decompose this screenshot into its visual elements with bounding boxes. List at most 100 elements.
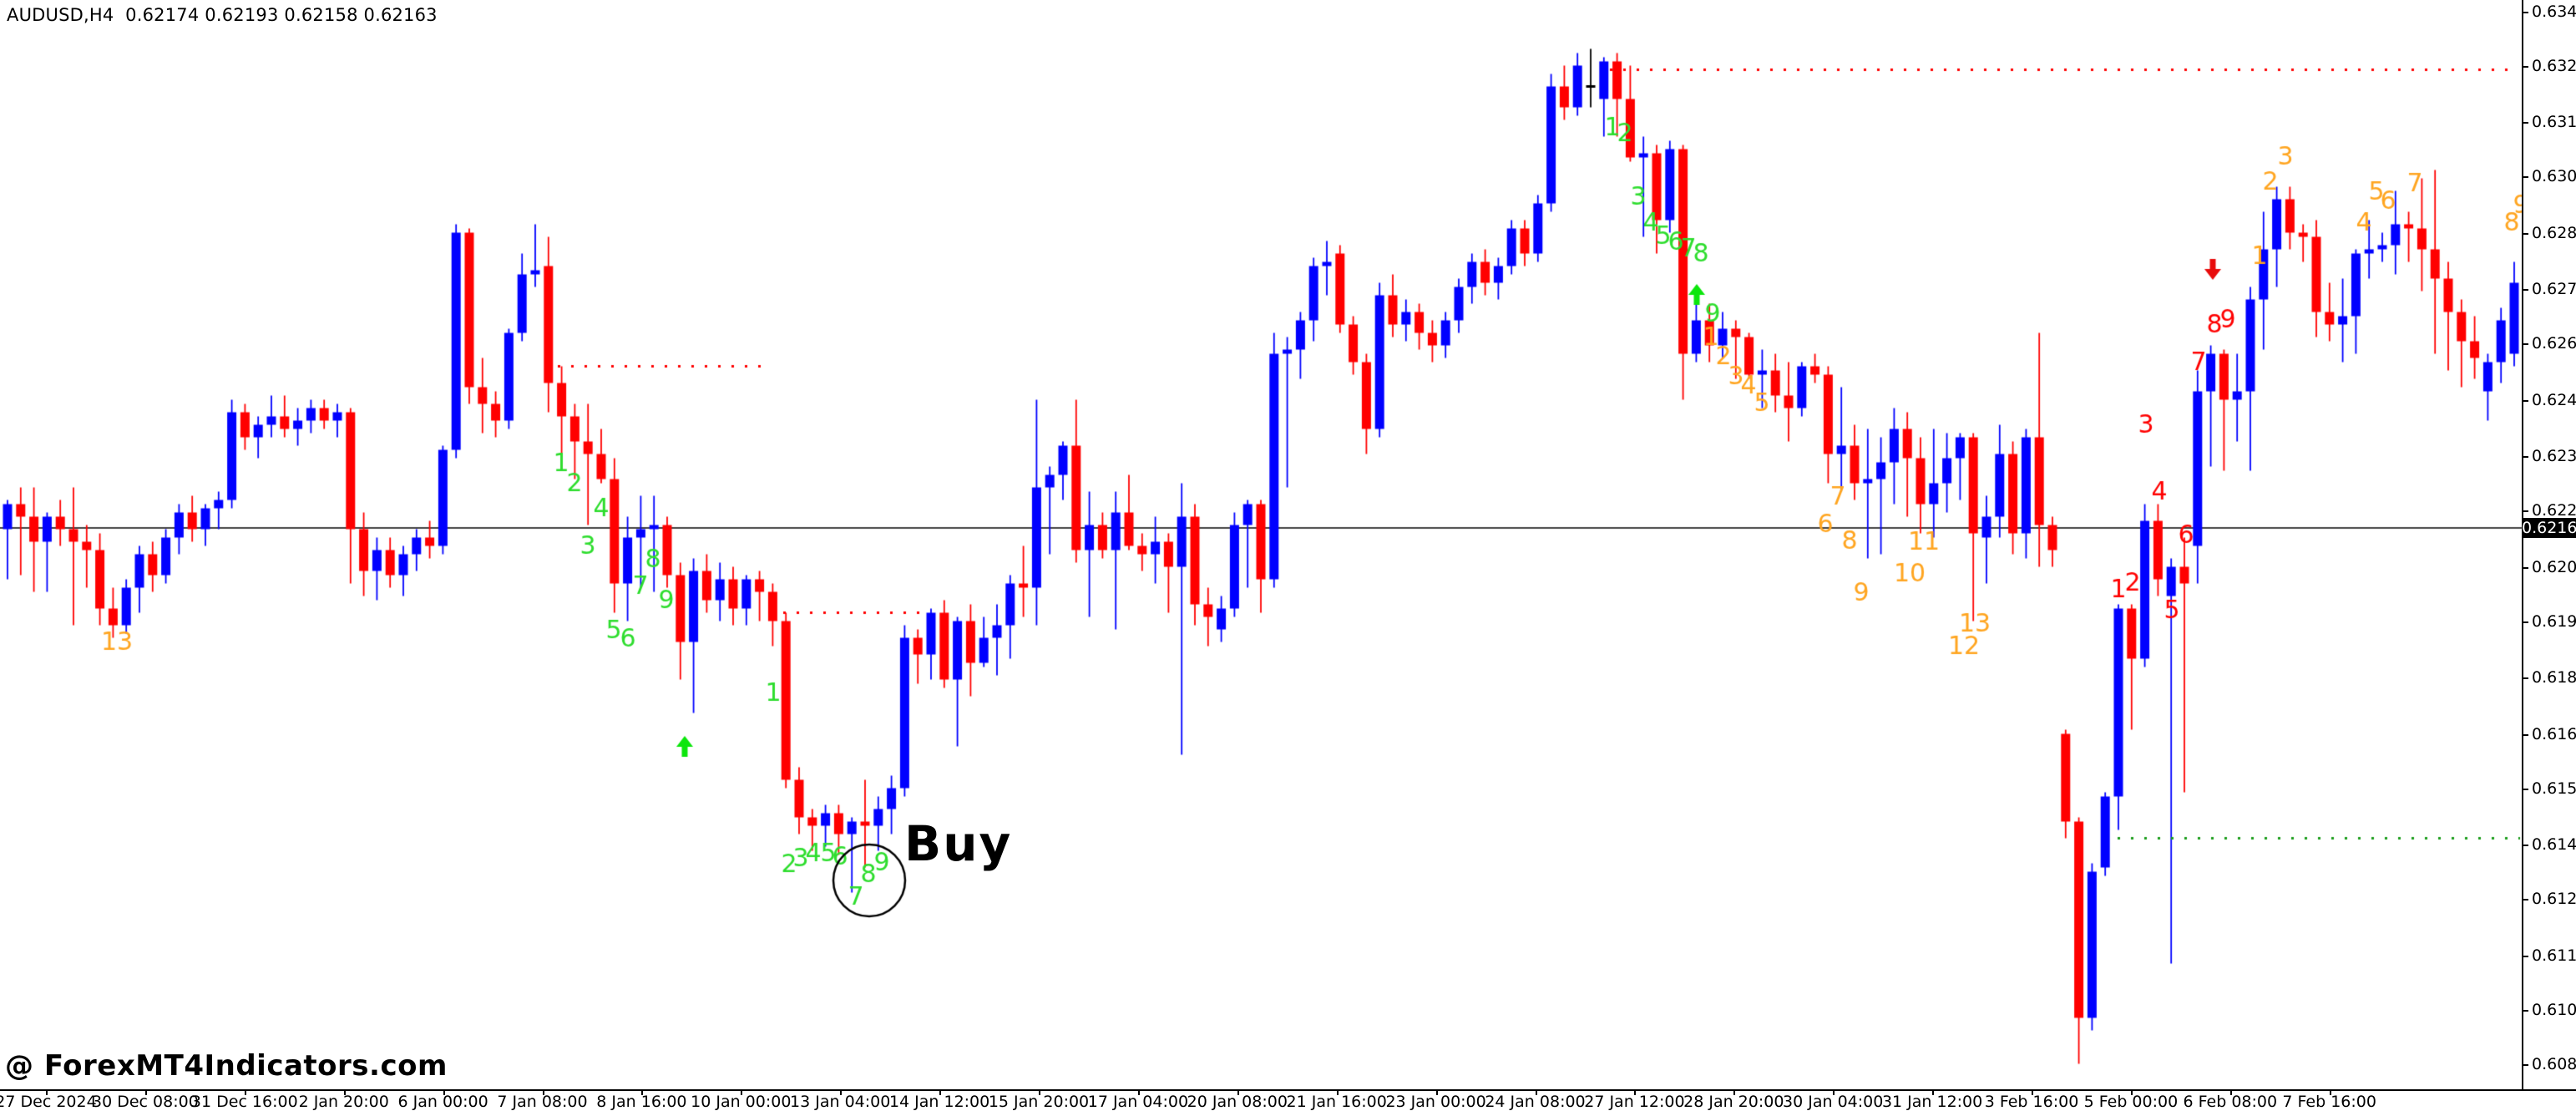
watermark-forexmt4indicators: @ ForexMT4Indicators.com [5,1049,448,1083]
time-axis-tick [1733,1089,1736,1095]
price-axis-label: 0.60880 [2532,1054,2576,1073]
price-axis-tick [2523,343,2528,345]
time-axis-tick [741,1089,743,1095]
time-axis-label: 8 Jan 16:00 [596,1093,687,1111]
price-axis-label: 0.62605 [2532,334,2576,353]
time-axis-tick [443,1089,445,1095]
price-axis-tick [2523,456,2528,458]
time-axis-label: 20 Jan 08:00 [1187,1093,1288,1111]
price-axis-tick [2523,232,2528,235]
time-axis-tick [144,1089,147,1095]
price-axis-tick [2523,566,2528,569]
time-axis-label: 27 Dec 2024 [0,1093,97,1111]
time-axis-label: 30 Dec 08:00 [92,1093,199,1111]
price-axis-tick [2523,399,2528,402]
time-axis[interactable]: 27 Dec 2024 30 Dec 08:00 31 Dec 16:00 2 Jan… [0,1089,2576,1111]
price-axis-label: 0.61940 [2532,611,2576,631]
current-price-badge: 0.62163 [2522,518,2576,538]
time-axis-tick [2130,1089,2133,1095]
time-axis-tick [1336,1089,1339,1095]
price-axis-label: 0.61805 [2532,668,2576,687]
time-axis-label: 28 Jan 20:00 [1683,1093,1784,1111]
price-axis-label: 0.61540 [2532,779,2576,798]
price-axis-tick [2523,11,2528,13]
price-axis-tick [2523,677,2528,679]
time-axis-tick [1237,1089,1239,1095]
time-axis-tick [1833,1089,1835,1095]
time-axis-label: 17 Jan 04:00 [1087,1093,1189,1111]
price-axis-tick [2523,845,2528,846]
price-axis-tick [2523,510,2528,512]
price-axis-label: 0.61275 [2532,890,2576,908]
chart-ohlc-header: AUDUSD,H4 0.62174 0.62193 0.62158 0.6216… [7,5,438,25]
time-axis-label: 13 Jan 04:00 [790,1093,891,1111]
time-axis-label: 6 Jan 00:00 [397,1093,488,1111]
time-axis-label: 27 Jan 12:00 [1584,1093,1685,1111]
price-axis-label: 0.61405 [2532,835,2576,854]
time-axis-label: 2 Jan 20:00 [298,1093,389,1111]
time-axis-label: 14 Jan 12:00 [888,1093,990,1111]
price-axis-label: 0.61010 [2532,1000,2576,1019]
time-axis-border [0,1089,2576,1091]
price-axis-label: 0.62335 [2532,447,2576,465]
time-axis-label: 21 Jan 16:00 [1286,1093,1387,1111]
time-axis-label: 31 Dec 16:00 [190,1093,298,1111]
price-axis-tick [2523,289,2528,291]
ohlc-values: 0.62174 0.62193 0.62158 0.62163 [114,5,438,25]
time-axis-tick [343,1089,346,1095]
time-axis-tick [2032,1089,2033,1095]
price-axis-tick [2523,1009,2528,1012]
time-axis-label: 7 Jan 08:00 [497,1093,588,1111]
price-axis-tick [2523,176,2528,178]
price-axis-label: 0.61140 [2532,946,2576,965]
price-axis-tick [2523,788,2528,790]
price-axis-tick [2523,1063,2528,1066]
price-axis-tick [2523,122,2528,124]
time-axis-tick [1932,1089,1935,1095]
price-axis-label: 0.62735 [2532,280,2576,298]
time-axis-label: 23 Jan 00:00 [1385,1093,1486,1111]
buy-annotation: Buy [904,815,1013,872]
time-axis-tick [840,1089,843,1095]
price-axis-label: 0.62470 [2532,390,2576,409]
price-axis-label: 0.63135 [2532,113,2576,131]
price-axis-label: 0.62205 [2532,501,2576,520]
price-axis-tick [2523,65,2528,68]
time-axis-label: 3 Feb 16:00 [1984,1093,2079,1111]
price-axis-label: 0.61670 [2532,724,2576,743]
time-axis-tick [641,1089,644,1095]
price-axis-label: 0.63270 [2532,56,2576,75]
time-axis-tick [1435,1089,1438,1095]
time-axis-label: 15 Jan 20:00 [988,1093,1090,1111]
price-axis-label: 0.63005 [2532,167,2576,185]
time-axis-tick [939,1089,942,1095]
time-axis-label: 24 Jan 08:00 [1485,1093,1586,1111]
time-axis-tick [1535,1089,1537,1095]
time-axis-label: 5 Feb 00:00 [2083,1093,2179,1111]
price-axis-label: 0.63400 [2532,2,2576,21]
time-axis-label: 30 Jan 04:00 [1783,1093,1884,1111]
time-axis-label: 7 Feb 16:00 [2282,1093,2376,1111]
time-axis-tick [2329,1089,2331,1095]
time-axis-label: 31 Jan 12:00 [1881,1093,1983,1111]
time-axis-tick [1137,1089,1140,1095]
price-axis-tick [2523,899,2528,900]
time-axis-label: 6 Feb 08:00 [2183,1093,2278,1111]
price-axis-label: 0.62070 [2532,557,2576,576]
symbol-period-label: AUDUSD,H4 [7,5,114,25]
price-axis-border [2522,0,2523,1089]
time-axis-tick [46,1089,48,1095]
price-axis-tick [2523,733,2528,736]
price-axis-tick [2523,621,2528,623]
price-axis-tick [2523,955,2528,957]
time-axis-tick [1039,1089,1040,1095]
price-axis-label: 0.62870 [2532,223,2576,242]
time-axis-tick [2229,1089,2232,1095]
time-axis-label: 10 Jan 00:00 [691,1093,792,1111]
time-axis-tick [244,1089,246,1095]
time-axis-tick [542,1089,544,1095]
price-axis[interactable]: 0.63400 0.63270 0.63135 0.63005 0.62870 0.627… [2523,0,2576,1089]
time-axis-tick [1634,1089,1637,1095]
